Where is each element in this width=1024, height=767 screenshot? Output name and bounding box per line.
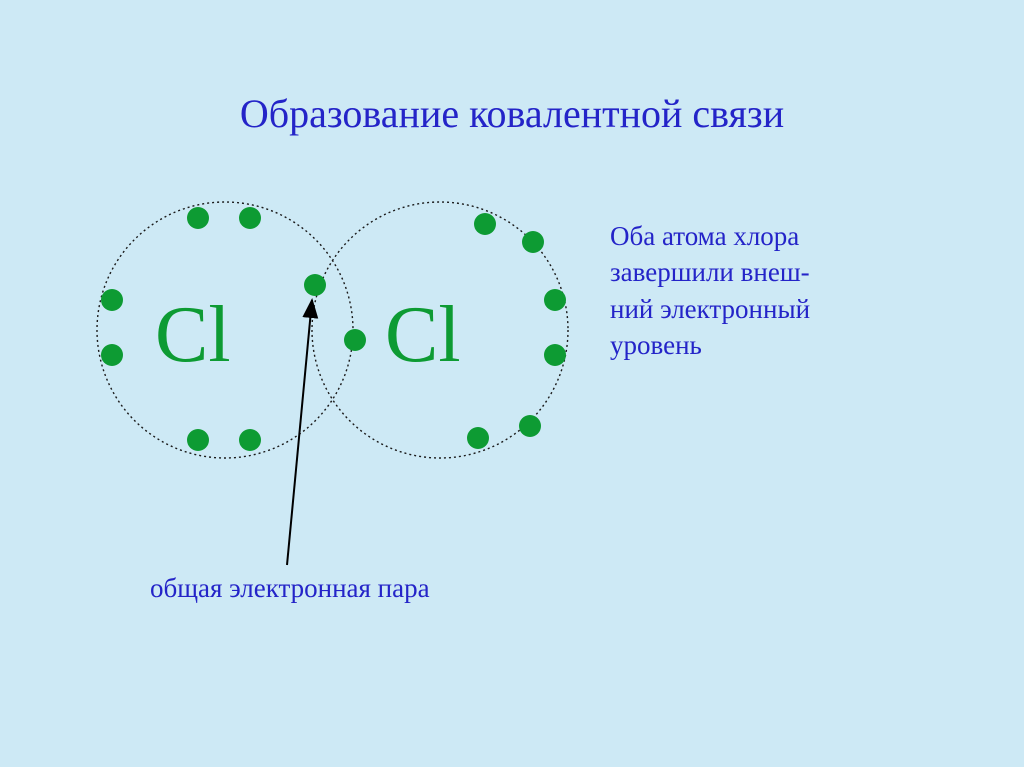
side-line-4: уровень <box>610 327 810 363</box>
electron-right <box>467 427 489 449</box>
electron-right <box>522 231 544 253</box>
electron-right <box>519 415 541 437</box>
electron-left <box>101 344 123 366</box>
side-line-1: Оба атома хлора <box>610 218 810 254</box>
electron-left <box>187 429 209 451</box>
electron-right <box>544 289 566 311</box>
diagram-svg <box>0 0 1024 767</box>
caption-shared-pair: общая электронная пара <box>150 573 430 604</box>
atom-label-right: Cl <box>385 290 461 381</box>
electron-right <box>474 213 496 235</box>
electron-left <box>101 289 123 311</box>
electron-right <box>544 344 566 366</box>
pointer-arrow <box>287 300 312 565</box>
electron-left <box>187 207 209 229</box>
electron-left <box>239 207 261 229</box>
covalent-bond-diagram: Cl Cl <box>0 0 1024 767</box>
electron-shared <box>304 274 326 296</box>
electron-shared <box>344 329 366 351</box>
slide: Образование ковалентной связи Cl Cl Оба … <box>0 0 1024 767</box>
side-line-3: ний электронный <box>610 291 810 327</box>
side-line-2: завершили внеш- <box>610 254 810 290</box>
side-explanation: Оба атома хлора завершили внеш- ний элек… <box>610 218 810 364</box>
electron-left <box>239 429 261 451</box>
atom-label-left: Cl <box>155 290 231 381</box>
